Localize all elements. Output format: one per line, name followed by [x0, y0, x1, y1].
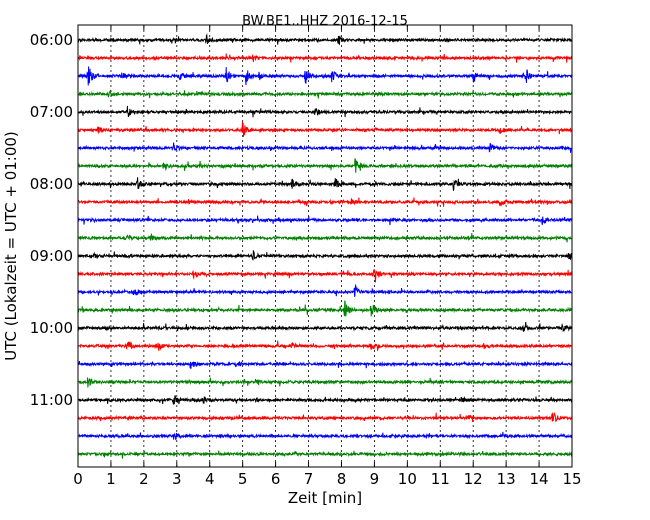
y-tick-label: 08:00	[30, 175, 73, 193]
x-tick-label: 7	[304, 470, 314, 488]
seismic-trace	[77, 450, 573, 459]
chart-title: BW.BE1..HHZ 2016-12-15	[242, 14, 408, 29]
plot-frame	[77, 24, 573, 468]
seismic-trace	[77, 411, 573, 423]
seismic-trace	[78, 431, 573, 441]
x-tick-label: 12	[464, 470, 483, 488]
x-tick-label: 0	[73, 470, 83, 488]
y-tick-label: 06:00	[30, 31, 73, 49]
x-tick-label: 6	[271, 470, 281, 488]
seismic-trace	[77, 377, 573, 388]
seismic-trace	[77, 250, 573, 261]
x-axis: 0 1 2 3 4 5 6 7 8 9 10 11 12 13 14 15	[73, 25, 582, 488]
x-tick-label: 3	[172, 470, 182, 488]
x-tick-label: 8	[337, 470, 347, 488]
trace-group	[77, 33, 573, 459]
x-tick-label: 2	[139, 470, 149, 488]
x-tick-label: 4	[205, 470, 215, 488]
seismic-trace	[77, 300, 573, 317]
seismic-trace	[77, 215, 573, 226]
x-tick-label: 14	[530, 470, 549, 488]
seismic-trace	[77, 197, 573, 207]
seismic-trace	[77, 142, 573, 153]
y-tick-label: 11:00	[30, 391, 73, 409]
x-tick-label: 15	[562, 470, 581, 488]
y-tick-label: 09:00	[30, 247, 73, 265]
seismic-trace	[77, 321, 573, 333]
seismic-trace	[77, 177, 573, 191]
vertical-grid	[110, 25, 540, 467]
y-axis: 06:00 07:00 08:00 09:00 10:00 11:00	[30, 31, 572, 409]
y-tick-label: 07:00	[30, 103, 73, 121]
seismic-trace	[77, 105, 573, 118]
seismic-trace	[77, 268, 573, 283]
seismic-trace	[77, 121, 573, 137]
x-axis-label: Zeit [min]	[288, 489, 362, 507]
seismic-trace	[77, 66, 573, 86]
x-tick-label: 10	[398, 470, 417, 488]
y-axis-label: UTC (Lokalzeit = UTC + 01:00)	[2, 131, 20, 361]
seismic-trace	[77, 158, 573, 173]
seismic-trace	[77, 360, 573, 369]
seismic-trace	[77, 283, 573, 297]
x-tick-label: 1	[106, 470, 116, 488]
x-tick-label: 11	[431, 470, 450, 488]
x-tick-label: 9	[370, 470, 380, 488]
seismic-trace	[77, 53, 573, 63]
seismic-trace	[77, 395, 573, 405]
seismic-trace	[77, 33, 573, 46]
seismic-trace	[77, 232, 573, 243]
y-tick-label: 10:00	[30, 319, 73, 337]
seismic-trace	[77, 340, 573, 351]
seismic-trace	[77, 89, 573, 99]
x-tick-label: 5	[238, 470, 248, 488]
x-tick-label: 13	[497, 470, 516, 488]
